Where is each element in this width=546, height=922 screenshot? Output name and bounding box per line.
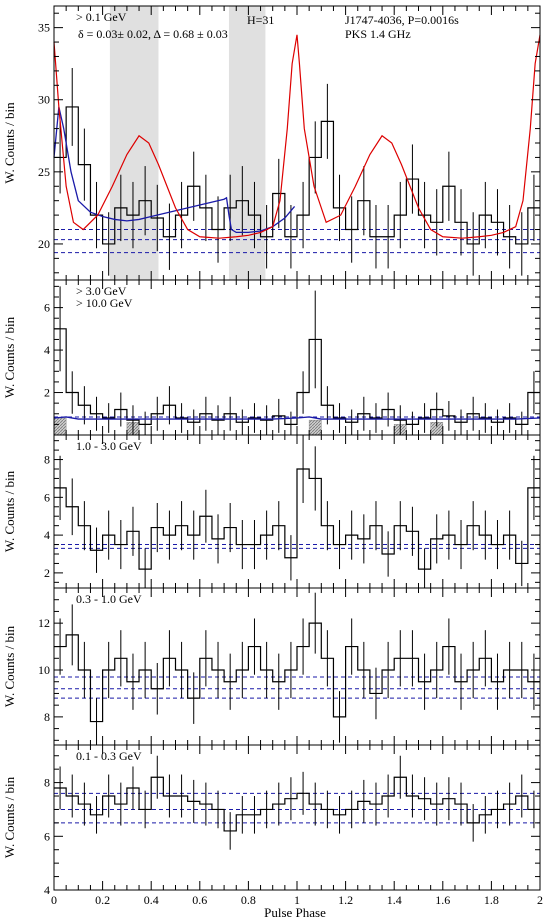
energy-label: 1.0 - 3.0 GeV bbox=[76, 439, 142, 453]
shaded-range-2 bbox=[228, 6, 266, 280]
panel-3: 2 4 6 8 W. Counts / bin 1.0 - 3.0 GeV bbox=[2, 434, 541, 589]
x-tick-label: 1.4 bbox=[387, 893, 402, 907]
y-tick-label: 8 bbox=[44, 710, 50, 724]
panel-2: 2 4 6 W. Counts / bin > 3.0 GeV> 10.0 GeV bbox=[2, 279, 541, 436]
energy-label: > 3.0 GeV bbox=[76, 284, 127, 298]
y-tick-label: 8 bbox=[44, 776, 50, 790]
fit-curve bbox=[53, 416, 541, 420]
hatched-bar bbox=[53, 417, 67, 436]
y-axis-title: W. Counts / bin bbox=[2, 316, 17, 398]
energy-label: 0.3 - 1.0 GeV bbox=[76, 592, 142, 606]
y-tick-label: 6 bbox=[44, 829, 50, 843]
histogram-steps bbox=[54, 106, 540, 245]
panel-5: 4 6 8 W. Counts / bin 0.1 - 0.3 GeV 0 0.2 0.4 0.… bbox=[2, 744, 543, 907]
fit-parameters-label: δ = 0.03± 0.02, Δ = 0.68 ± 0.03 bbox=[78, 27, 228, 41]
histogram-steps bbox=[54, 622, 540, 723]
energy-label: 0.1 - 0.3 GeV bbox=[76, 749, 142, 763]
y-tick-label: 2 bbox=[44, 566, 50, 580]
y-tick-label: 4 bbox=[44, 883, 50, 897]
y-tick-label: 12 bbox=[38, 616, 50, 630]
y-tick-label: 25 bbox=[38, 165, 50, 179]
panel-4: 8 10 12 W. Counts / bin 0.3 - 1.0 GeV bbox=[2, 587, 541, 746]
x-axis-title: Pulse Phase bbox=[264, 905, 326, 920]
x-tick-label: 2 bbox=[537, 893, 543, 907]
h-test-label: H=31 bbox=[247, 13, 274, 27]
y-tick-label: 35 bbox=[38, 21, 50, 35]
pulsar-label: J1747-4036, P=0.0016s bbox=[345, 13, 459, 27]
x-tick-label: 1.6 bbox=[435, 893, 450, 907]
y-tick-label: 4 bbox=[44, 343, 50, 357]
y-tick-label: 2 bbox=[44, 386, 50, 400]
y-tick-label: 6 bbox=[44, 301, 50, 315]
histogram-steps bbox=[54, 468, 540, 570]
y-tick-label: 20 bbox=[38, 237, 50, 251]
panel-1: 20 25 30 35 W. Counts / bin > 0.1 GeV H=31 J174… bbox=[2, 5, 541, 281]
x-tick-label: 1 bbox=[294, 893, 300, 907]
x-tick-label: 0.2 bbox=[95, 893, 110, 907]
radio-profile-curve bbox=[53, 34, 541, 239]
histogram-steps bbox=[54, 328, 540, 425]
y-axis-title: W. Counts / bin bbox=[2, 776, 17, 858]
radio-source-label: PKS 1.4 GHz bbox=[345, 27, 411, 41]
x-tick-label: 0.6 bbox=[192, 893, 207, 907]
y-tick-label: 4 bbox=[44, 528, 50, 542]
y-axis-title: W. Counts / bin bbox=[2, 470, 17, 552]
x-tick-label: 0 bbox=[51, 893, 57, 907]
energy-label-hatched: > 10.0 GeV bbox=[76, 296, 133, 310]
y-tick-label: 10 bbox=[38, 663, 50, 677]
x-tick-label: 1.8 bbox=[484, 893, 499, 907]
y-axis-title: W. Counts / bin bbox=[2, 625, 17, 707]
x-tick-label: 0.4 bbox=[144, 893, 159, 907]
energy-label: > 0.1 GeV bbox=[76, 10, 127, 24]
y-axis-title: W. Counts / bin bbox=[2, 102, 17, 184]
fit-curve bbox=[53, 106, 296, 234]
y-tick-label: 6 bbox=[44, 490, 50, 504]
hatched-bar bbox=[308, 419, 322, 436]
x-tick-label: 1.2 bbox=[338, 893, 353, 907]
x-tick-label: 0.8 bbox=[241, 893, 256, 907]
y-tick-label: 30 bbox=[38, 93, 50, 107]
y-tick-label: 8 bbox=[44, 453, 50, 467]
